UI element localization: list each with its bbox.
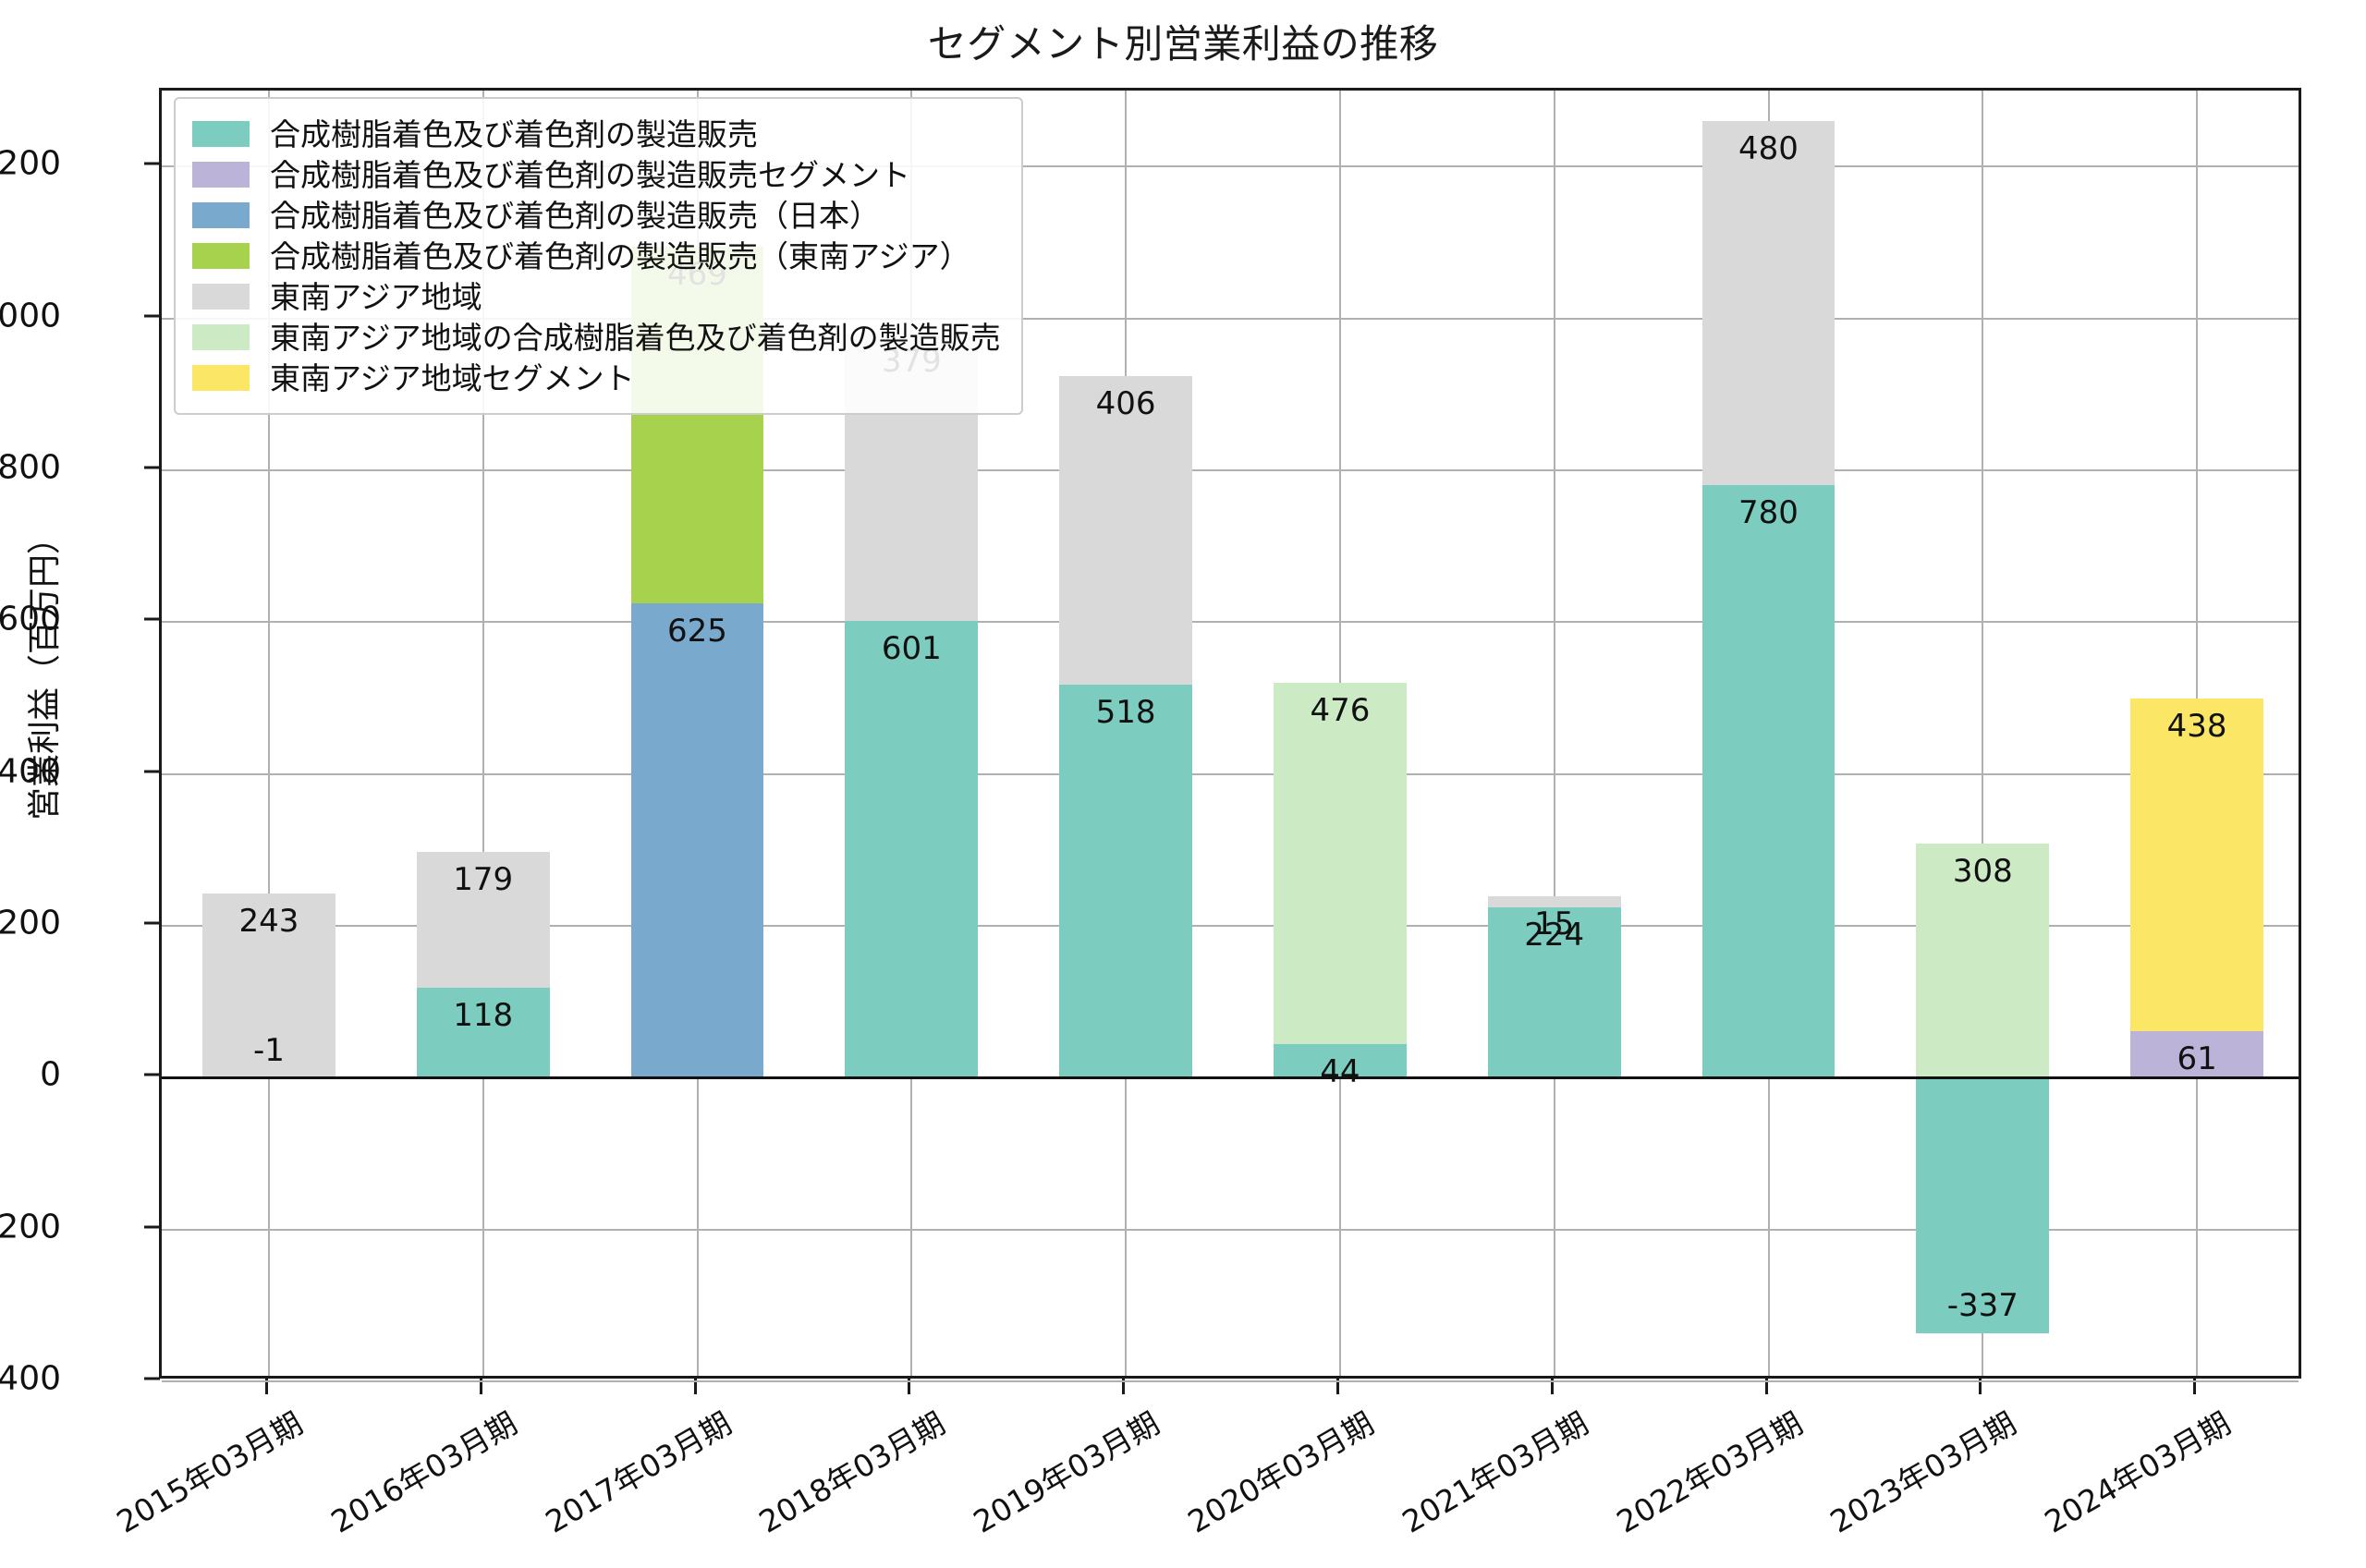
- y-axis-tick-label: 200: [0, 904, 61, 942]
- bar-segment[interactable]: [1059, 375, 1192, 685]
- legend-item-label: 東南アジア地域セグメント: [270, 359, 635, 396]
- gridline-horizontal: [162, 1380, 2299, 1382]
- gridline-horizontal: [162, 1228, 2299, 1231]
- x-axis-tick-mark: [908, 1379, 911, 1394]
- x-axis-tick-mark: [1764, 1379, 1768, 1394]
- y-axis-tick-mark: [144, 1225, 160, 1229]
- legend-item[interactable]: 東南アジア地域セグメント: [192, 358, 1001, 398]
- legend-item[interactable]: 合成樹脂着色及び着色剤の製造販売セグメント: [192, 154, 1001, 195]
- legend-color-swatch-icon: [192, 243, 250, 269]
- y-axis-tick-label: 1,000: [0, 297, 61, 335]
- x-axis-tick-mark: [1550, 1379, 1554, 1394]
- legend-item-label: 東南アジア地域: [270, 278, 482, 315]
- x-axis-tick-label: 2016年03月期: [324, 1404, 523, 1540]
- legend-color-swatch-icon: [192, 365, 250, 391]
- y-axis-tick-mark: [144, 770, 160, 773]
- legend-item-label: 東南アジア地域の合成樹脂着色及び着色剤の製造販売: [270, 319, 1001, 356]
- gridline-horizontal: [162, 165, 2299, 168]
- bar-segment[interactable]: [1487, 895, 1621, 908]
- bar-segment[interactable]: [1701, 485, 1835, 1078]
- bar-segment[interactable]: [1274, 682, 1407, 1045]
- legend-item-label: 合成樹脂着色及び着色剤の製造販売（東南アジア）: [270, 237, 970, 274]
- x-axis-tick-mark: [1979, 1379, 1982, 1394]
- bar-segment[interactable]: [2130, 1031, 2263, 1078]
- y-axis-tick-mark: [144, 617, 160, 621]
- x-axis-tick-label: 2023年03月期: [1823, 1404, 2023, 1540]
- y-axis-tick-label: 400: [0, 752, 61, 791]
- y-axis-tick-mark: [144, 466, 160, 469]
- y-axis-tick-mark: [144, 1073, 160, 1076]
- bar-segment[interactable]: [1916, 844, 2050, 1078]
- gridline-horizontal: [162, 772, 2299, 775]
- bar-segment[interactable]: [1274, 1044, 1407, 1078]
- legend-color-swatch-icon: [192, 284, 250, 310]
- y-axis-tick-mark: [144, 921, 160, 925]
- zero-baseline: [162, 1076, 2299, 1080]
- bar-segment[interactable]: [1487, 907, 1621, 1078]
- y-axis-tick-label: 0: [40, 1055, 61, 1094]
- gridline-vertical: [1553, 91, 1555, 1376]
- bar-segment[interactable]: [416, 988, 550, 1078]
- bar-segment[interactable]: [1916, 1077, 2050, 1334]
- x-axis-tick-label: 2015年03月期: [110, 1404, 309, 1540]
- bar-segment[interactable]: [845, 621, 979, 1078]
- x-axis-tick-label: 2019年03月期: [967, 1404, 1166, 1540]
- bar-segment[interactable]: [2130, 699, 2263, 1032]
- x-axis-tick-mark: [1122, 1379, 1126, 1394]
- x-axis-tick-mark: [1335, 1379, 1339, 1394]
- y-axis-tick-label: 1,200: [0, 144, 61, 183]
- legend-item[interactable]: 合成樹脂着色及び着色剤の製造販売（日本）: [192, 195, 1001, 236]
- legend-item[interactable]: 合成樹脂着色及び着色剤の製造販売: [192, 114, 1001, 154]
- gridline-horizontal: [162, 317, 2299, 320]
- gridline-horizontal: [162, 621, 2299, 624]
- legend-item-label: 合成樹脂着色及び着色剤の製造販売: [270, 115, 758, 152]
- x-axis-tick-label: 2020年03月期: [1181, 1404, 1380, 1540]
- legend-item[interactable]: 東南アジア地域の合成樹脂着色及び着色剤の製造販売: [192, 317, 1001, 358]
- bar-segment[interactable]: [1701, 120, 1835, 486]
- x-axis-tick-mark: [693, 1379, 697, 1394]
- y-axis-tick-mark: [144, 162, 160, 165]
- gridline-vertical: [267, 91, 270, 1376]
- legend-item[interactable]: 合成樹脂着色及び着色剤の製造販売（東南アジア）: [192, 236, 1001, 276]
- y-axis-tick-label: 800: [0, 448, 61, 487]
- gridline-vertical: [482, 91, 484, 1376]
- x-axis-tick-label: 2018年03月期: [752, 1404, 952, 1540]
- bar-segment[interactable]: [1059, 684, 1192, 1078]
- y-axis-tick-label: 600: [0, 600, 61, 638]
- x-axis-tick-label: 2017年03月期: [539, 1404, 738, 1540]
- legend-item-label: 合成樹脂着色及び着色剤の製造販売（日本）: [270, 197, 880, 234]
- y-axis-tick-mark: [144, 314, 160, 318]
- bar-segment[interactable]: [630, 602, 764, 1078]
- legend-item-label: 合成樹脂着色及び着色剤の製造販売セグメント: [270, 156, 910, 193]
- x-axis-tick-label: 2024年03月期: [2038, 1404, 2238, 1540]
- gridline-horizontal: [162, 924, 2299, 927]
- x-axis-tick-mark: [264, 1379, 268, 1394]
- y-axis-tick-mark: [144, 1377, 160, 1380]
- legend-color-swatch-icon: [192, 324, 250, 350]
- gridline-horizontal: [162, 468, 2299, 471]
- legend-color-swatch-icon: [192, 162, 250, 188]
- x-axis-tick-label: 2022年03月期: [1610, 1404, 1809, 1540]
- bar-segment[interactable]: [416, 852, 550, 989]
- x-axis-tick-mark: [479, 1379, 482, 1394]
- x-axis-tick-mark: [2193, 1379, 2197, 1394]
- legend-color-swatch-icon: [192, 121, 250, 147]
- legend-color-swatch-icon: [192, 202, 250, 228]
- chart-title: セグメント別営業利益の推移: [927, 21, 1439, 67]
- y-axis-tick-label: -400: [0, 1359, 61, 1398]
- legend: 合成樹脂着色及び着色剤の製造販売 合成樹脂着色及び着色剤の製造販売セグメント 合成樹…: [174, 97, 1023, 415]
- legend-item[interactable]: 東南アジア地域: [192, 276, 1001, 317]
- x-axis-tick-label: 2021年03月期: [1396, 1404, 1594, 1540]
- y-axis-tick-label: -200: [0, 1208, 61, 1246]
- gridline-vertical: [1982, 91, 1984, 1376]
- bar-segment[interactable]: [202, 893, 335, 1078]
